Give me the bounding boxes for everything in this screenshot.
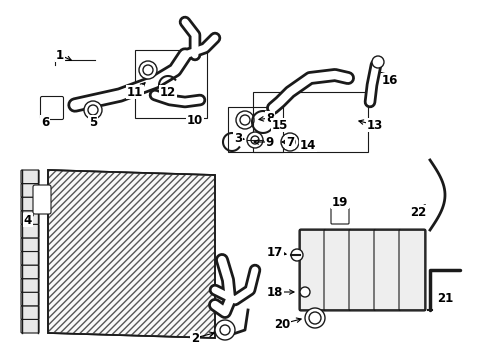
Text: 13: 13 xyxy=(366,118,382,131)
Text: 4: 4 xyxy=(24,213,32,226)
FancyBboxPatch shape xyxy=(330,208,348,224)
Bar xyxy=(299,230,424,310)
Polygon shape xyxy=(48,170,215,338)
Circle shape xyxy=(139,61,157,79)
Circle shape xyxy=(142,65,153,75)
FancyBboxPatch shape xyxy=(348,229,375,311)
Text: 15: 15 xyxy=(271,118,287,131)
FancyBboxPatch shape xyxy=(21,170,39,184)
Circle shape xyxy=(305,308,325,328)
Text: 2: 2 xyxy=(190,332,199,345)
Circle shape xyxy=(236,111,253,129)
Text: 3: 3 xyxy=(233,131,242,144)
Text: 18: 18 xyxy=(266,285,283,298)
Circle shape xyxy=(308,312,320,324)
Text: 19: 19 xyxy=(331,195,347,208)
Text: 22: 22 xyxy=(409,206,425,219)
FancyBboxPatch shape xyxy=(33,185,51,214)
FancyBboxPatch shape xyxy=(21,292,39,306)
Circle shape xyxy=(215,320,235,340)
Circle shape xyxy=(84,101,102,119)
FancyBboxPatch shape xyxy=(21,265,39,279)
Text: 9: 9 xyxy=(265,135,274,149)
Text: 5: 5 xyxy=(89,116,97,129)
FancyBboxPatch shape xyxy=(21,197,39,211)
FancyBboxPatch shape xyxy=(21,319,39,333)
Text: 7: 7 xyxy=(285,135,293,149)
FancyBboxPatch shape xyxy=(21,252,39,265)
Circle shape xyxy=(285,137,294,147)
Text: 20: 20 xyxy=(273,318,289,330)
Text: 1: 1 xyxy=(56,49,64,62)
Bar xyxy=(252,92,367,152)
Circle shape xyxy=(220,325,229,335)
Text: 17: 17 xyxy=(266,246,283,258)
Bar xyxy=(135,50,206,118)
FancyBboxPatch shape xyxy=(21,279,39,292)
Text: 21: 21 xyxy=(436,292,452,305)
FancyBboxPatch shape xyxy=(324,229,350,311)
FancyBboxPatch shape xyxy=(21,211,39,224)
Text: 6: 6 xyxy=(41,116,49,129)
FancyBboxPatch shape xyxy=(398,229,425,311)
Bar xyxy=(227,107,283,152)
Text: 10: 10 xyxy=(186,113,203,126)
FancyBboxPatch shape xyxy=(21,184,39,197)
FancyBboxPatch shape xyxy=(21,238,39,252)
Circle shape xyxy=(281,133,298,151)
Text: 8: 8 xyxy=(265,112,274,125)
Text: 12: 12 xyxy=(160,86,176,99)
Circle shape xyxy=(371,56,383,68)
Circle shape xyxy=(290,249,303,261)
Circle shape xyxy=(240,115,249,125)
Text: 16: 16 xyxy=(381,73,397,86)
Circle shape xyxy=(299,287,309,297)
Text: 11: 11 xyxy=(126,86,143,99)
FancyBboxPatch shape xyxy=(21,224,39,238)
FancyBboxPatch shape xyxy=(21,306,39,319)
FancyBboxPatch shape xyxy=(298,229,325,311)
Text: 14: 14 xyxy=(299,139,316,152)
FancyBboxPatch shape xyxy=(41,96,63,120)
Circle shape xyxy=(250,136,259,144)
FancyBboxPatch shape xyxy=(373,229,400,311)
Circle shape xyxy=(88,105,98,115)
Circle shape xyxy=(246,132,263,148)
